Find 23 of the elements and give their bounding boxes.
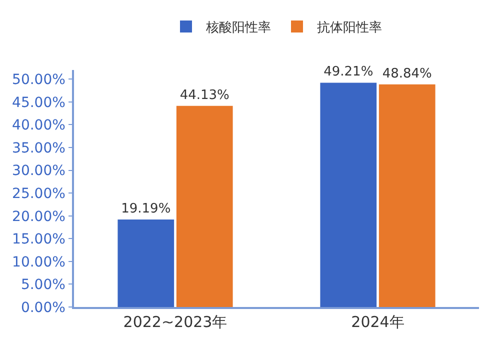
y-tick-label: 10.00%	[12, 254, 66, 270]
bar	[378, 84, 436, 307]
y-tick-label: 20.00%	[12, 208, 66, 225]
text: 19.19%	[121, 202, 171, 217]
legend-label: 核酸阳性率	[205, 20, 271, 36]
text: 44.13%	[180, 88, 230, 103]
text: 48.84%	[382, 66, 432, 82]
y-tick-label: 45.00%	[12, 94, 66, 111]
bar	[176, 106, 233, 307]
text: 49.21%	[324, 64, 374, 80]
bar	[118, 220, 174, 307]
y-tick-label: 15.00%	[12, 232, 66, 248]
y-tick-label: 50.00%	[12, 72, 66, 88]
y-tick-label: 40.00%	[12, 118, 66, 134]
y-tick-label: 30.00%	[12, 163, 66, 180]
y-tick-label: 5.00%	[20, 277, 66, 294]
y-tick-label: 35.00%	[12, 140, 66, 156]
x-tick-label: 2022~2023年	[123, 312, 228, 331]
bar	[320, 82, 377, 307]
x-tick-label: 2024年	[351, 312, 404, 331]
legend-label: 抗体阳性率	[317, 20, 382, 36]
y-tick-label: 0.00%	[20, 300, 66, 316]
y-tick-label: 25.00%	[12, 186, 66, 202]
